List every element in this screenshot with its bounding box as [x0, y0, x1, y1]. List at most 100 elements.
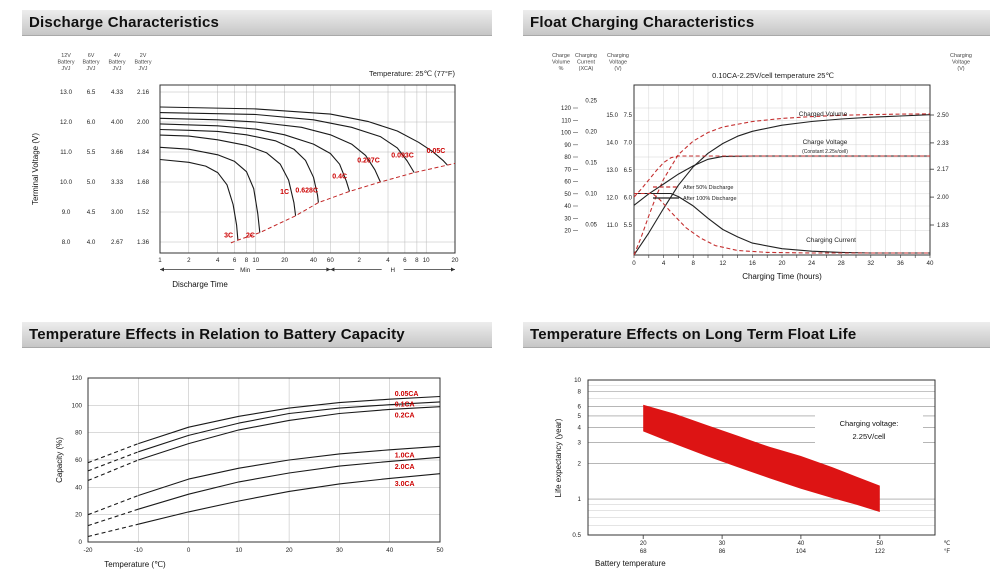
volume-tick-label: 20: [564, 229, 571, 235]
y-tick-label: 1: [578, 496, 582, 503]
y-tick-label: 5: [578, 413, 582, 420]
y-tick-label: 40: [75, 484, 82, 491]
annotation-line-2: 2.25V/cell: [853, 432, 886, 441]
grid-lines: [633, 85, 931, 255]
discharge-curve-0.628C: [159, 128, 319, 203]
panel-float-life: Temperature Effects on Long Term Float L…: [523, 322, 990, 577]
voltage-scale-value: 5.0: [87, 179, 96, 186]
annotation-line-1: Charging voltage:: [840, 419, 899, 428]
plot-frame: [159, 84, 456, 254]
voltage-scale-value: 9.0: [62, 209, 71, 216]
voltage-scale-value: 4.33: [111, 89, 124, 96]
current-tick-label: 0.05: [585, 223, 597, 229]
right-tick-label: 1.83: [937, 223, 949, 229]
y-tick-label: 4: [578, 424, 582, 431]
voltage-scale-value: 1.84: [137, 149, 150, 156]
segment-label: Min: [240, 267, 251, 274]
x-tick-label: 20: [452, 257, 459, 264]
fahrenheit-tick-label: 86: [719, 549, 726, 555]
rate-label: 0.207C: [357, 157, 380, 164]
y-axis-title: Terminal Voltage (V): [31, 133, 40, 205]
curve-label: Charged Volume: [799, 111, 848, 118]
y-tick-label: 20: [75, 512, 82, 519]
rate-label: 0.628C: [295, 187, 318, 194]
charged-volume-after-100pct: [633, 114, 931, 256]
plot-frame: [87, 377, 441, 543]
axis-header: (XCA): [579, 66, 594, 72]
x-tick-label: 10: [235, 547, 242, 554]
x-axis-unit-segment: Min: [160, 267, 331, 274]
x-tick-label: 4: [662, 260, 666, 267]
y-tick-label: 8: [578, 389, 582, 396]
right-tick-label: 2.33: [937, 141, 949, 147]
charged-volume-after-50pct: [633, 113, 931, 256]
discharge-curve-1C: [159, 134, 297, 216]
float-charging-title-bar: Float Charging Characteristics: [523, 10, 990, 36]
capacity-curve-dashed-2.0CA: [87, 508, 139, 527]
voltage-scale-header: 6V: [88, 53, 95, 59]
x-tick-label: 0: [632, 260, 636, 267]
voltage-scale-value: 12.0: [60, 119, 73, 126]
float-charging-title: Float Charging Characteristics: [530, 14, 755, 31]
float-life-title: Temperature Effects on Long Term Float L…: [530, 326, 857, 343]
axis-header: %: [559, 66, 564, 72]
voltage12-tick-label: 14.0: [606, 141, 618, 147]
voltage-scale-value: 13.0: [60, 89, 73, 96]
voltage6-tick-label: 7.0: [624, 141, 633, 147]
capacity-curve-0.2CA: [138, 406, 441, 461]
rate-label: 0.093C: [391, 153, 414, 160]
x-axis-title: Temperature (℃): [104, 560, 166, 569]
x-tick-label: 8: [245, 257, 249, 264]
life-expectancy-band: [643, 404, 880, 512]
x-tick-label: 20: [281, 257, 288, 264]
volume-tick-label: 90: [564, 143, 571, 149]
voltage-scale-header: JVJ: [62, 66, 71, 72]
voltage-scale-value: 4.0: [87, 239, 96, 246]
charge-voltage-after-50pct: [633, 155, 930, 198]
voltage-scale-value: 2.16: [137, 89, 150, 96]
rate-label: 0.4C: [332, 173, 347, 180]
discharge-curve-0.093C: [159, 112, 415, 173]
celsius-unit-label: ℃: [944, 541, 951, 547]
x-axis-title: Discharge Time: [172, 280, 228, 289]
voltage-scale-value: 2.00: [137, 119, 150, 126]
voltage-scale-value: 4.5: [87, 209, 96, 216]
celsius-tick-label: 50: [876, 541, 883, 547]
volume-tick-label: 50: [564, 192, 571, 198]
rate-label: 2C: [246, 232, 255, 239]
discharge-title: Discharge Characteristics: [29, 14, 220, 31]
x-tick-label: 2: [357, 257, 361, 264]
x-tick-label: 4: [216, 257, 220, 264]
capacity-curve-1.0CA: [138, 445, 441, 497]
y-tick-label: 6: [578, 403, 582, 410]
axis-header: Charging: [607, 53, 629, 59]
voltage12-tick-label: 11.0: [607, 223, 619, 229]
x-tick-label: 40: [386, 547, 393, 554]
capacity-curve-dashed-3.0CA: [87, 523, 139, 538]
y-tick-label: 3: [578, 439, 582, 446]
x-tick-label: 4: [386, 257, 390, 264]
y-tick-label: 120: [72, 375, 83, 382]
x-tick-label: 40: [310, 257, 317, 264]
volume-tick-label: 110: [561, 118, 571, 124]
x-tick-label: 2: [187, 257, 191, 264]
rate-label: 1.0CA: [395, 452, 415, 459]
discharge-curve-0.4C: [159, 123, 351, 192]
discharge-chart: 12V Battery JVJ 13.0 12.0 11.0 10.0 9.0 8.0 6V Bat…: [22, 36, 492, 305]
x-tick-label: 8: [415, 257, 419, 264]
right-axis-header: Charging: [950, 53, 972, 59]
capacity-curve-dashed-0.05CA: [87, 443, 139, 464]
voltage-scale-header: JVJ: [113, 66, 122, 72]
volume-tick-label: 100: [561, 131, 572, 137]
voltage-scale-header: JVJ: [87, 66, 96, 72]
discharge-curve-2C: [159, 146, 261, 233]
volume-tick-label: 70: [564, 167, 571, 173]
fahrenheit-tick-label: 104: [796, 549, 807, 555]
temperature-capacity-chart: 0 20 40 60 80 100 120 -20 -10 0 10 20 30 40 50 Capacity…: [22, 348, 492, 577]
voltage-scale-header: 12V: [61, 53, 71, 59]
capacity-curve-0.05CA: [138, 395, 441, 445]
right-axis-header: Voltage: [952, 60, 970, 66]
grid-lines: [87, 377, 441, 543]
panel-float-charging: Float Charging Characteristics Charge Vol…: [523, 10, 990, 305]
